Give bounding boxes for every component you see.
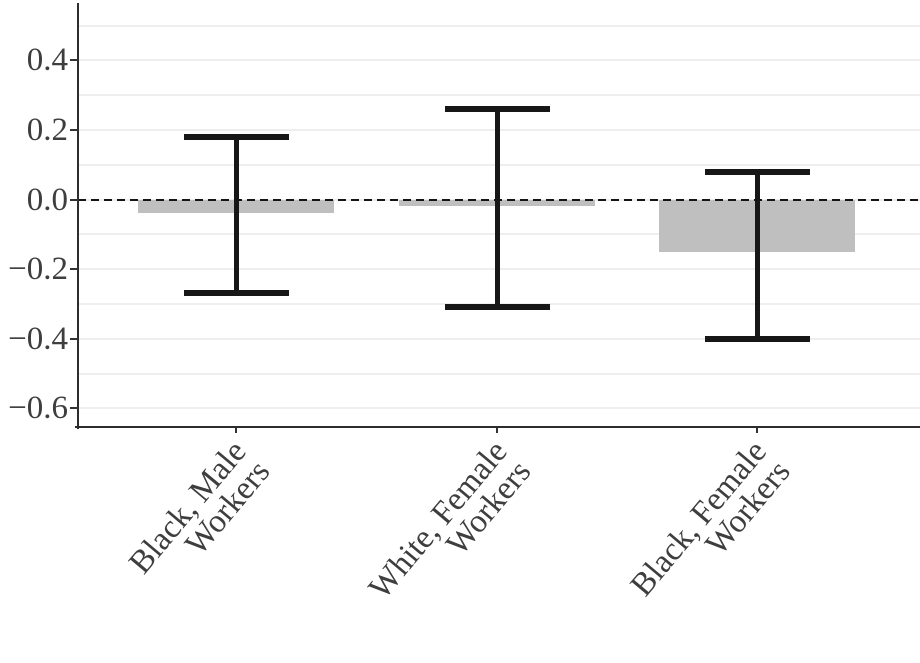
error-bar-cap-bottom xyxy=(444,304,550,311)
y-tick-mark xyxy=(70,59,78,62)
y-tick-label: 0.0 xyxy=(26,181,68,218)
y-gridline xyxy=(78,59,920,62)
error-bar-stem xyxy=(233,136,239,294)
y-gridline xyxy=(78,94,920,97)
y-tick-label: 0.4 xyxy=(26,42,68,79)
y-tick-label: 0.2 xyxy=(26,111,68,148)
y-tick-mark xyxy=(70,337,78,340)
y-tick-mark xyxy=(70,407,78,410)
x-tick-mark xyxy=(756,428,758,433)
y-gridline xyxy=(78,24,920,27)
error-bar-cap-bottom xyxy=(704,335,810,342)
y-gridline xyxy=(78,407,920,410)
x-axis-label: Black, Male Workers xyxy=(122,434,278,581)
error-bar-cap-top xyxy=(444,106,550,113)
x-axis-label: Black, Female Workers xyxy=(624,434,799,604)
x-axis-label: White, Female Workers xyxy=(361,434,539,607)
x-axis-line xyxy=(75,426,920,428)
x-tick-mark xyxy=(496,428,498,433)
error-bar-cap-top xyxy=(704,168,810,175)
y-tick-mark xyxy=(70,198,78,201)
y-tick-label: −0.2 xyxy=(8,251,68,288)
error-bar-stem xyxy=(494,109,500,308)
y-gridline xyxy=(78,337,920,340)
error-bar-cap-top xyxy=(183,133,289,140)
y-tick-mark xyxy=(70,268,78,271)
y-axis-line xyxy=(77,3,79,429)
y-tick-mark xyxy=(70,128,78,131)
y-gridline xyxy=(78,372,920,375)
y-tick-label: −0.6 xyxy=(8,390,68,427)
error-bar-cap-bottom xyxy=(183,290,289,297)
x-tick-mark xyxy=(235,428,237,433)
y-tick-label: −0.4 xyxy=(8,320,68,357)
error-bar-stem xyxy=(754,171,760,339)
